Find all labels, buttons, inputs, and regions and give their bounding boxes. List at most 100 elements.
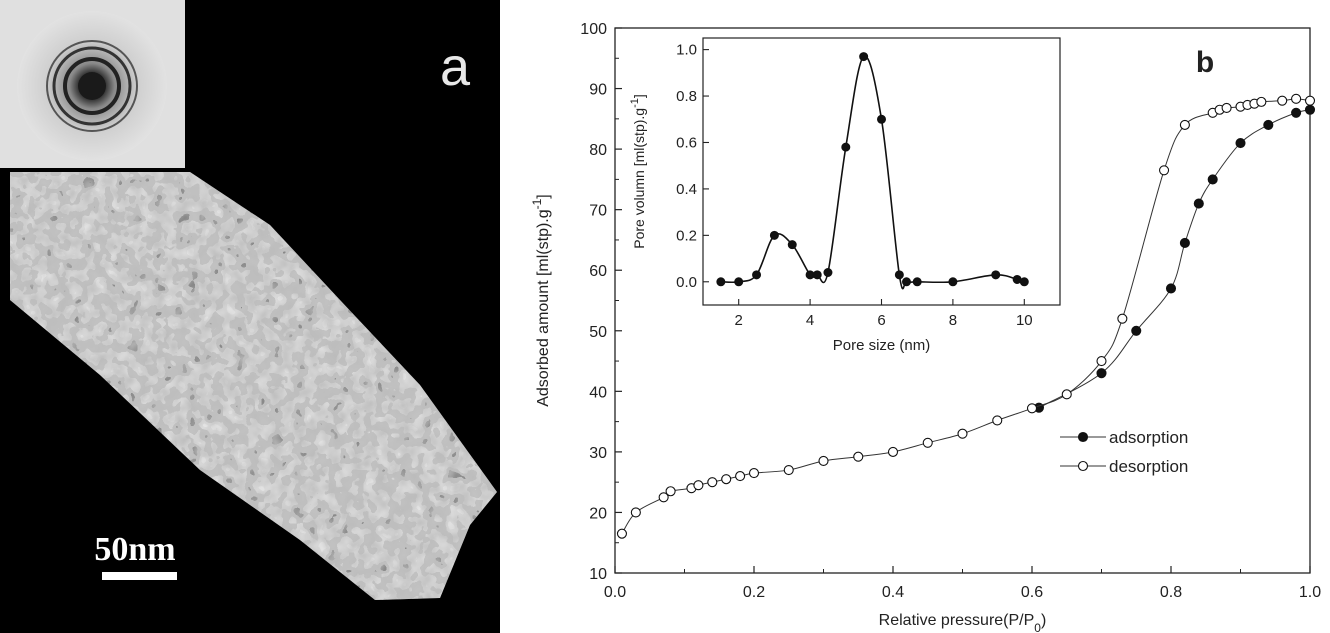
inset-y-tick-label: 1.0 bbox=[676, 42, 697, 59]
y-tick-label: 40 bbox=[589, 384, 607, 401]
adsorption-point bbox=[1193, 198, 1204, 209]
adsorption-point bbox=[1263, 119, 1274, 130]
inset-y-tick-label: 0.4 bbox=[676, 181, 697, 198]
inset-x-tick-label: 4 bbox=[806, 312, 814, 329]
desorption-point bbox=[922, 437, 933, 448]
desorption-point bbox=[1277, 95, 1288, 106]
inset-series-point bbox=[769, 230, 779, 240]
desorption-point bbox=[818, 455, 829, 467]
desorption-point bbox=[1221, 102, 1232, 113]
adsorption-point bbox=[1304, 104, 1316, 115]
desorption-point bbox=[1304, 95, 1316, 106]
main-plot: 0.0 0.2 0.4 0.6 0.8 1.0 10 20 30 40 50 60 70 80 90 100 R… bbox=[530, 21, 1321, 633]
desorption-point bbox=[957, 428, 968, 439]
adsorption-point bbox=[1179, 237, 1190, 249]
desorption-point bbox=[1117, 313, 1128, 324]
y-tick-label: 50 bbox=[589, 324, 607, 341]
inset-series-point bbox=[734, 277, 744, 287]
adsorption-point bbox=[1165, 283, 1177, 294]
inset-x-tick-label: 8 bbox=[949, 312, 957, 329]
adsorption-point bbox=[1207, 174, 1218, 185]
desorption-point bbox=[887, 446, 899, 457]
desorption-point bbox=[992, 415, 1003, 426]
x-tick-label: 1.0 bbox=[1299, 584, 1321, 601]
legend-label: adsorption bbox=[1109, 428, 1188, 447]
y-axis-label: Adsorbed amount [ml(stp).g-1] bbox=[530, 194, 552, 407]
x-axis-label: Relative pressure(P/P0) bbox=[879, 612, 1047, 633]
desorption-point bbox=[735, 471, 746, 482]
inset-x-tick-label: 2 bbox=[735, 312, 743, 329]
inset-x-tick-label: 10 bbox=[1016, 312, 1033, 329]
desorption-point bbox=[1026, 403, 1038, 414]
inset-series-point bbox=[823, 267, 833, 277]
desorption-point bbox=[1061, 389, 1072, 400]
inset-y-tick-label: 0.2 bbox=[676, 227, 697, 244]
diffraction-pattern-inset bbox=[0, 0, 185, 168]
isotherm-chart: b 0.0 0.2 0.4 0.6 0.8 1.0 10 20 30 40 50 60 70 80 90 10… bbox=[530, 21, 1321, 633]
inset-y-tick-label: 0.6 bbox=[676, 134, 697, 151]
desorption-point bbox=[1179, 119, 1190, 130]
inset-series-point bbox=[991, 270, 1001, 280]
adsorption-point bbox=[1131, 325, 1142, 336]
inset-series-point bbox=[716, 277, 726, 287]
desorption-point bbox=[707, 477, 718, 488]
adsorption-point bbox=[1235, 138, 1246, 149]
legend-marker bbox=[1077, 460, 1089, 472]
inset-plot: 2 4 6 8 10 0.0 0.2 0.4 0.6 0.8 1.0 Pore size (nm) Po… bbox=[629, 37, 1061, 354]
inset-y-tick-label: 0.8 bbox=[676, 88, 697, 105]
y-tick-label: 90 bbox=[589, 82, 607, 99]
desorption-point bbox=[1256, 96, 1267, 107]
panel-b-label: b bbox=[1196, 46, 1214, 79]
y-tick-label: 10 bbox=[589, 566, 607, 583]
desorption-point bbox=[665, 486, 676, 497]
y-tick-label: 70 bbox=[589, 203, 607, 220]
adsorption-line bbox=[1038, 109, 1311, 409]
adsorption-point bbox=[1291, 107, 1302, 118]
desorption-point bbox=[616, 528, 627, 539]
x-tick-label: 0.0 bbox=[604, 584, 626, 601]
inset-series-point bbox=[812, 270, 822, 280]
y-tick-label: 100 bbox=[580, 21, 607, 38]
scale-bar-label: 50nm bbox=[94, 531, 175, 568]
desorption-point bbox=[721, 474, 732, 485]
inset-series-point bbox=[1019, 277, 1029, 287]
inset-y-tick-label: 0.0 bbox=[676, 274, 697, 291]
legend-marker bbox=[1077, 431, 1089, 443]
desorption-point bbox=[658, 492, 669, 503]
desorption-point bbox=[1291, 93, 1302, 104]
inset-series-point bbox=[901, 277, 911, 287]
desorption-point bbox=[693, 480, 704, 491]
desorption-point bbox=[630, 507, 641, 518]
inset-series-point bbox=[752, 270, 762, 280]
desorption-point bbox=[783, 465, 794, 476]
inset-series-point bbox=[877, 114, 886, 124]
desorption-point bbox=[1096, 356, 1107, 367]
y-tick-label: 60 bbox=[589, 263, 607, 280]
inset-series-point bbox=[894, 270, 904, 280]
y-tick-label: 20 bbox=[589, 505, 607, 522]
inset-x-axis-label: Pore size (nm) bbox=[833, 337, 931, 354]
inset-x-tick-label: 6 bbox=[877, 312, 885, 329]
isotherm-panel: b 0.0 0.2 0.4 0.6 0.8 1.0 10 20 30 40 50 60 70 80 90 10… bbox=[520, 0, 1330, 633]
legend-label: desorption bbox=[1109, 457, 1188, 476]
inset-series-point bbox=[912, 277, 922, 287]
inset-series-point bbox=[859, 52, 869, 62]
desorption-point bbox=[853, 451, 864, 462]
x-tick-label: 0.6 bbox=[1021, 584, 1043, 601]
inset-series-point bbox=[948, 277, 958, 287]
tem-micrograph-panel: a 50nm bbox=[0, 0, 500, 633]
inset-y-axis-label: Pore volumn [ml(stp).g-1] bbox=[629, 94, 647, 249]
y-tick-label: 80 bbox=[589, 142, 607, 159]
x-tick-label: 0.8 bbox=[1160, 584, 1182, 601]
desorption-point bbox=[748, 468, 760, 479]
x-tick-label: 0.2 bbox=[743, 584, 765, 601]
adsorption-point bbox=[1096, 368, 1107, 379]
desorption-point bbox=[1158, 165, 1170, 176]
panel-a-label: a bbox=[440, 37, 471, 97]
inset-frame bbox=[702, 37, 1061, 306]
x-tick-label: 0.4 bbox=[882, 584, 904, 601]
inset-series-point bbox=[841, 142, 851, 152]
y-tick-label: 30 bbox=[589, 445, 607, 462]
tem-image: a 50nm bbox=[0, 0, 500, 633]
inset-series-point bbox=[787, 240, 797, 250]
